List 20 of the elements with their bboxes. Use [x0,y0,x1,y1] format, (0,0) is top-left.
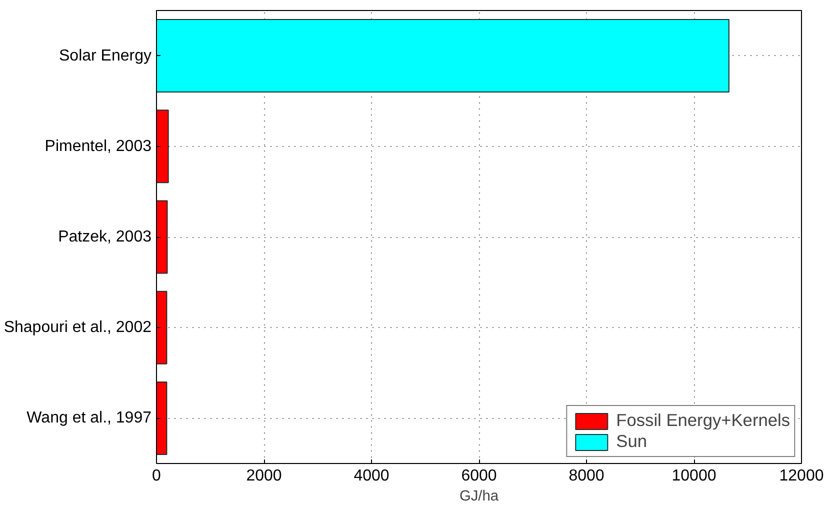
x-tick-label: 12000 [779,468,824,484]
bar [156,200,168,274]
bar [156,290,168,364]
x-tick-label: 2000 [246,468,282,484]
x-axis-title: GJ/ha [459,488,500,504]
y-tick-label: Solar Energy [59,47,152,64]
y-tick-label: Pimentel, 2003 [44,138,152,155]
legend-label: Fossil Energy+Kernels [616,410,790,431]
bar [156,110,169,184]
legend-label: Sun [616,431,647,452]
x-tick-label: 4000 [354,468,390,484]
x-tick-label: 6000 [461,468,497,484]
x-tick-label: 0 [152,468,162,484]
bar [156,19,730,93]
x-tick-label: 8000 [568,468,604,484]
y-tick-label: Wang et al., 1997 [26,410,152,427]
y-tick-label: Shapouri et al., 2002 [4,319,152,336]
x-tick-label: 10000 [672,468,716,484]
bar [156,381,168,455]
y-tick-label: Patzek, 2003 [58,228,152,246]
